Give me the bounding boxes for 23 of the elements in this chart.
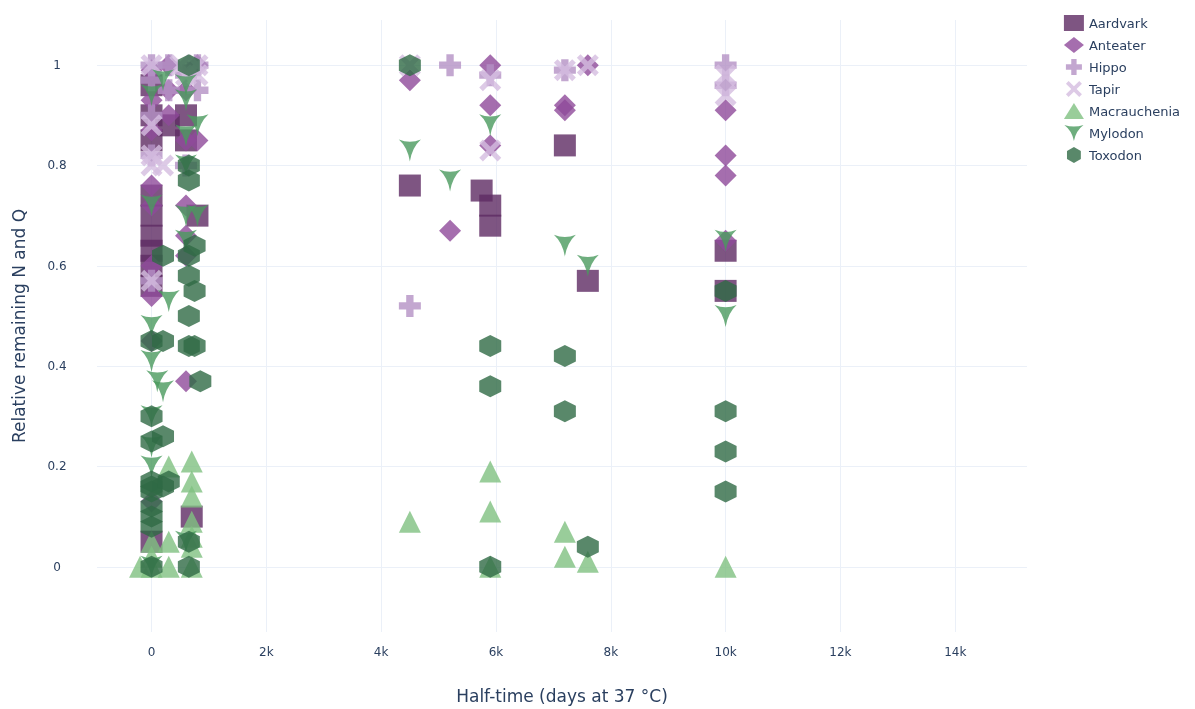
legend-label: Macrauchenia [1088,103,1181,119]
y-tick-label: 0.6 [47,258,67,273]
legend-label: Hippo [1088,59,1127,75]
y-tick-label: 0 [53,559,61,574]
x-tick-label: 8k [603,645,619,659]
legend-label: Toxodon [1087,147,1142,163]
y-tick-label: 0.2 [47,459,67,474]
x-tick-label: 2k [259,645,274,659]
x-tick-label: 14k [944,645,967,659]
x-tick-label: 12k [829,645,852,659]
legend-label: Tapir [1087,81,1121,97]
legend-label: Mylodon [1088,125,1144,141]
x-tick-label: 10k [714,645,737,659]
x-tick-label: 6k [488,645,504,659]
y-tick-label: 1 [53,58,61,73]
y-tick-label: 0.4 [47,359,67,374]
legend-label: Anteater [1088,37,1147,53]
y-tick-label: 0.8 [47,158,67,173]
x-tick-label: 4k [373,645,389,659]
x-tick-label: 0 [147,645,156,659]
y-axis-title: Relative remaining N and Q [8,208,29,444]
legend-label: Aardvark [1088,15,1149,31]
x-axis-title: Half-time (days at 37 °C) [456,685,668,706]
